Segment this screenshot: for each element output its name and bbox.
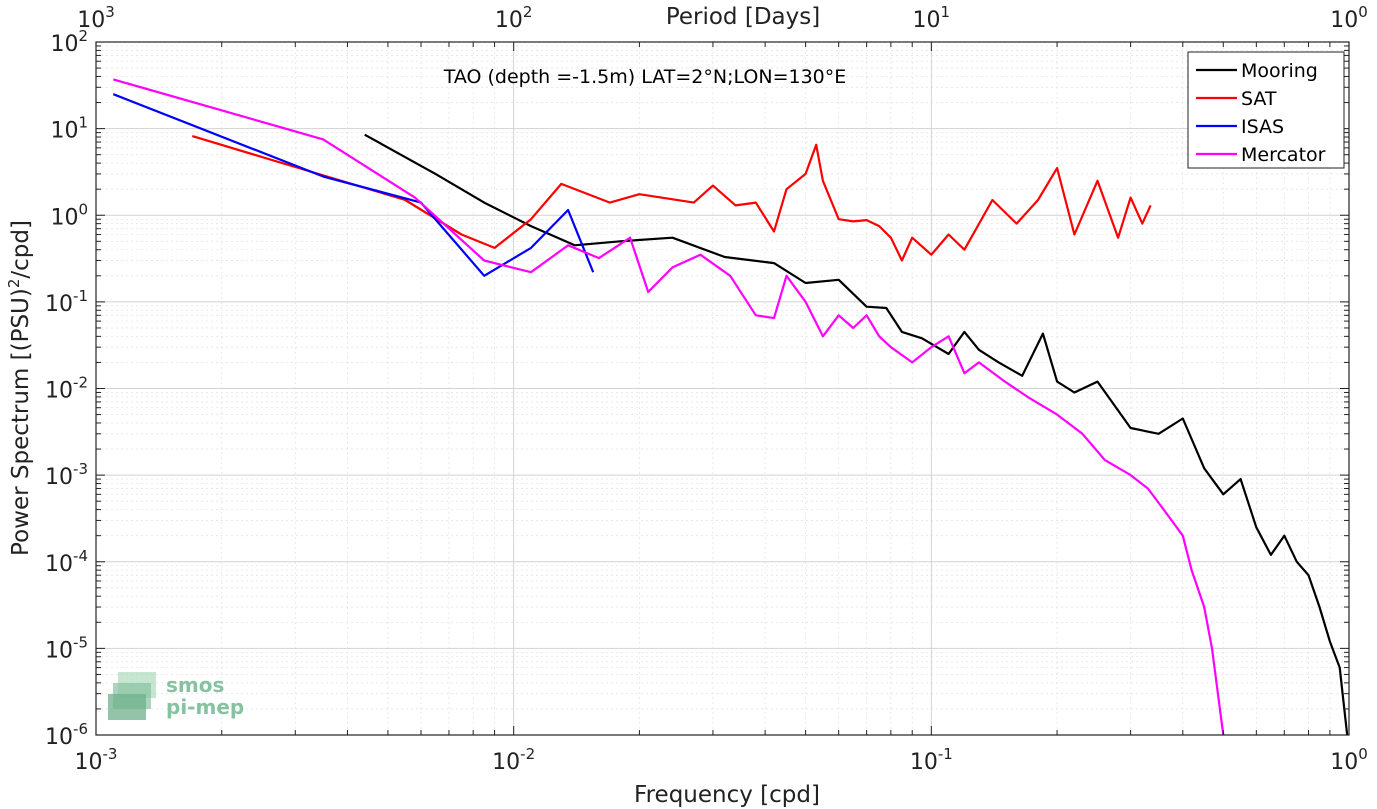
series-line-mercator bbox=[112, 78, 1225, 735]
legend-box bbox=[1187, 51, 1345, 169]
y-tick-label: 102 bbox=[50, 27, 88, 57]
x-tick-label: 10-3 bbox=[75, 745, 118, 775]
legend-label-mooring: Mooring bbox=[1241, 60, 1318, 82]
x-tick-label: 100 bbox=[1330, 745, 1368, 775]
smos-pi-mep-logo: smos pi-mep bbox=[108, 672, 244, 720]
top-tick-label: 100 bbox=[1330, 3, 1368, 33]
y-tick-label: 101 bbox=[50, 114, 88, 144]
y-tick-label: 10-2 bbox=[45, 374, 88, 404]
grid bbox=[95, 41, 1350, 736]
x-tick-label: 10-2 bbox=[492, 745, 535, 775]
y-tick-label: 10-3 bbox=[45, 460, 88, 490]
legend-label-mercator: Mercator bbox=[1241, 144, 1326, 166]
y-tick-label: 10-4 bbox=[45, 547, 88, 577]
top-axis-label: Period [Days] bbox=[666, 4, 820, 30]
y-axis-label: Power Spectrum [(PSU)2/cpd] bbox=[5, 220, 34, 556]
logo-mark-front bbox=[108, 694, 146, 720]
x-tick-label: 10-1 bbox=[910, 745, 953, 775]
y-tick-label: 100 bbox=[50, 200, 88, 230]
series-line-mooring bbox=[364, 133, 1349, 735]
top-tick-label: 103 bbox=[77, 3, 115, 33]
legend-label-sat: SAT bbox=[1241, 88, 1277, 110]
y-axis-label-superscript: 2 bbox=[5, 279, 23, 289]
chart-title: TAO (depth =-1.5m) LAT=2°N;LON=130°E bbox=[443, 66, 847, 88]
y-axis-label-tail: /cpd] bbox=[8, 220, 34, 279]
top-tick-label: 102 bbox=[495, 3, 533, 33]
y-tick-label: 10-6 bbox=[45, 720, 88, 750]
series-line-sat bbox=[191, 135, 1152, 262]
logo-text-line2: pi-mep bbox=[166, 695, 244, 719]
x-axis-label: Frequency [cpd] bbox=[634, 782, 820, 808]
series-lines bbox=[112, 78, 1349, 735]
y-tick-label: 10-5 bbox=[45, 633, 88, 663]
y-axis-label-main: Power Spectrum [(PSU) bbox=[8, 288, 34, 556]
legend: Mooring SAT ISAS Mercator bbox=[1187, 51, 1345, 169]
top-tick-label: 101 bbox=[913, 3, 951, 33]
series-line-isas bbox=[112, 93, 595, 277]
legend-label-isas: ISAS bbox=[1241, 116, 1284, 138]
logo-text-line1: smos bbox=[166, 673, 224, 697]
y-tick-label: 10-1 bbox=[45, 287, 88, 317]
